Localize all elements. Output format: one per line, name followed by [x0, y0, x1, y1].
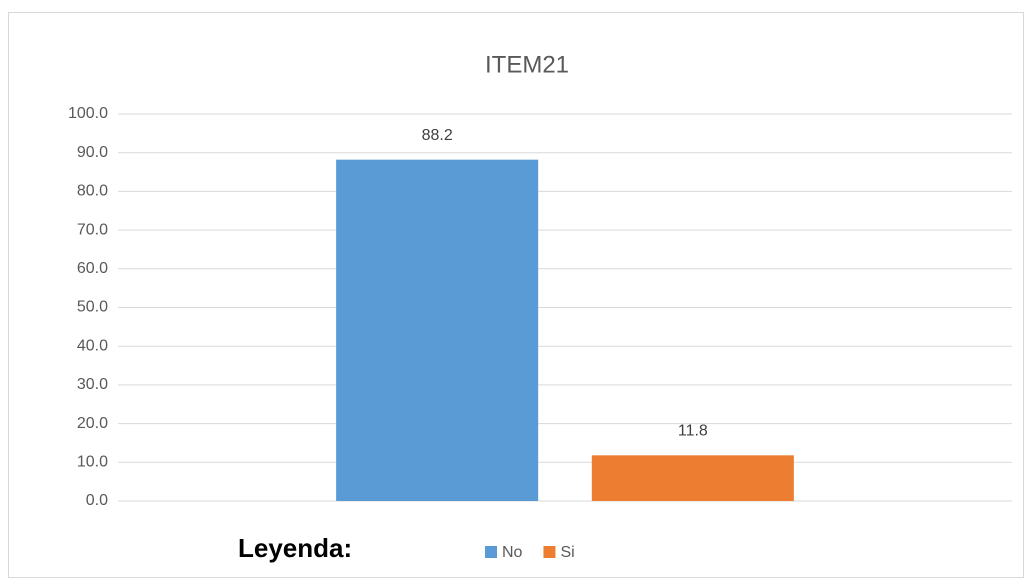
- y-tick-label: 30.0: [77, 376, 108, 393]
- y-tick-label: 90.0: [77, 144, 108, 161]
- data-label: 11.8: [678, 423, 708, 440]
- legend-swatch: [543, 546, 556, 558]
- y-tick-label: 0.0: [86, 492, 108, 509]
- y-tick-label: 80.0: [77, 183, 108, 200]
- legend-swatch: [485, 546, 497, 558]
- y-tick-label: 40.0: [77, 337, 108, 354]
- y-tick-label: 100.0: [68, 105, 108, 122]
- data-label: 88.2: [422, 127, 453, 144]
- chart-title: ITEM21: [485, 51, 569, 78]
- bar: [591, 455, 794, 501]
- y-tick-label: 10.0: [77, 454, 108, 471]
- legend-caption: Leyenda:: [238, 533, 352, 563]
- y-tick-label: 70.0: [77, 221, 108, 238]
- legend-label: Si: [560, 544, 574, 561]
- bar: [336, 159, 539, 501]
- y-tick-label: 60.0: [77, 260, 108, 277]
- legend-label: No: [502, 544, 523, 561]
- y-tick-label: 50.0: [77, 299, 108, 316]
- y-tick-label: 20.0: [77, 415, 108, 432]
